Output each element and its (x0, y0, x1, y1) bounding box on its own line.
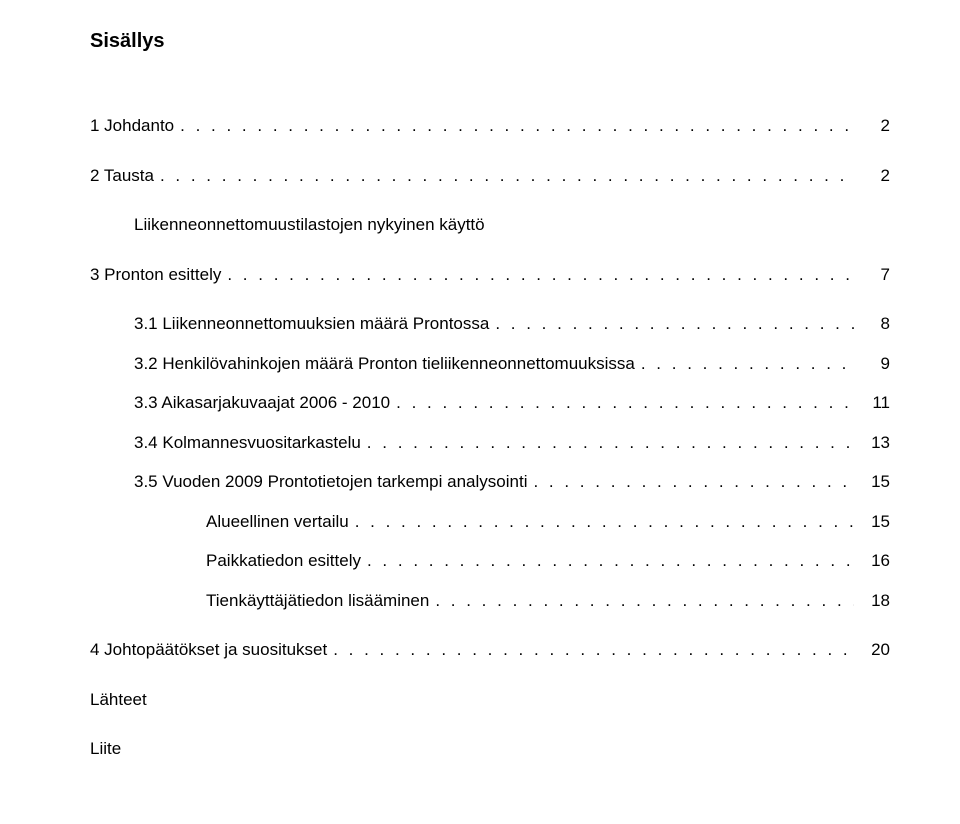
toc-entry-label: Liikenneonnettomuustilastojen nykyinen k… (134, 212, 491, 238)
toc-entry: 3.5 Vuoden 2009 Prontotietojen tarkempi … (90, 469, 890, 495)
toc-entry-label: 1 Johdanto (90, 113, 180, 139)
toc-entry-label: 3.2 Henkilövahinkojen määrä Pronton tiel… (134, 351, 641, 377)
toc-entry: Tienkäyttäjätiedon lisääminen 18 (90, 588, 890, 614)
toc-entry-label: Paikkatiedon esittely (206, 548, 367, 574)
toc-entry-page: 2 (854, 163, 890, 189)
toc-entry-page: 20 (854, 637, 890, 663)
toc-entry-label: 3.5 Vuoden 2009 Prontotietojen tarkempi … (134, 469, 533, 495)
toc-entry-label: Lähteet (90, 687, 153, 713)
toc-leader (333, 637, 854, 663)
toc-entry-page: 13 (854, 430, 890, 456)
toc-entry: Lähteet (90, 687, 890, 713)
toc-entry: 3.3 Aikasarjakuvaajat 2006 - 2010 11 (90, 390, 890, 416)
toc-entry: 3.1 Liikenneonnettomuuksien määrä Pronto… (90, 311, 890, 337)
toc-entry: Paikkatiedon esittely 16 (90, 548, 890, 574)
toc-entry-page: 15 (854, 469, 890, 495)
toc-entry-page: 18 (854, 588, 890, 614)
toc-entry-page: 7 (854, 262, 890, 288)
toc-leader (435, 588, 854, 614)
toc-entry-page: 15 (854, 509, 890, 535)
toc-leader (367, 548, 854, 574)
toc-list: 1 Johdanto 2 2 Tausta 2 Liikenneonnettomuust… (90, 113, 890, 762)
toc-entry-label: 2 Tausta (90, 163, 160, 189)
toc-entry: 3.4 Kolmannesvuositarkastelu 13 (90, 430, 890, 456)
toc-entry: 4 Johtopäätökset ja suositukset 20 (90, 637, 890, 663)
toc-entry: 1 Johdanto 2 (90, 113, 890, 139)
toc-entry: 2 Tausta 2 (90, 163, 890, 189)
toc-leader (355, 509, 854, 535)
toc-entry: 3.2 Henkilövahinkojen määrä Pronton tiel… (90, 351, 890, 377)
toc-entry: 3 Pronton esittely 7 (90, 262, 890, 288)
toc-leader (180, 113, 854, 139)
toc-leader (533, 469, 854, 495)
toc-entry: Liite (90, 736, 890, 762)
toc-entry-page: 11 (854, 390, 890, 416)
toc-entry-page: 8 (854, 311, 890, 337)
toc-leader (227, 262, 854, 288)
toc-entry-label: Alueellinen vertailu (206, 509, 355, 535)
toc-entry-label: 4 Johtopäätökset ja suositukset (90, 637, 333, 663)
toc-entry-label: 3.1 Liikenneonnettomuuksien määrä Pronto… (134, 311, 495, 337)
toc-entry-page: 9 (854, 351, 890, 377)
toc-entry-label: 3.4 Kolmannesvuositarkastelu (134, 430, 367, 456)
toc-entry-label: Tienkäyttäjätiedon lisääminen (206, 588, 435, 614)
toc-entry-label: 3 Pronton esittely (90, 262, 227, 288)
toc-title: Sisällys (90, 30, 890, 53)
toc-entry: Liikenneonnettomuustilastojen nykyinen k… (90, 212, 890, 238)
toc-entry-label: 3.3 Aikasarjakuvaajat 2006 - 2010 (134, 390, 396, 416)
toc-entry: Alueellinen vertailu 15 (90, 509, 890, 535)
toc-leader (396, 390, 854, 416)
toc-entry-page: 2 (854, 113, 890, 139)
toc-leader (367, 430, 854, 456)
toc-leader (495, 311, 854, 337)
toc-leader (641, 351, 854, 377)
toc-leader (160, 163, 854, 189)
toc-entry-page: 16 (854, 548, 890, 574)
toc-entry-label: Liite (90, 736, 127, 762)
